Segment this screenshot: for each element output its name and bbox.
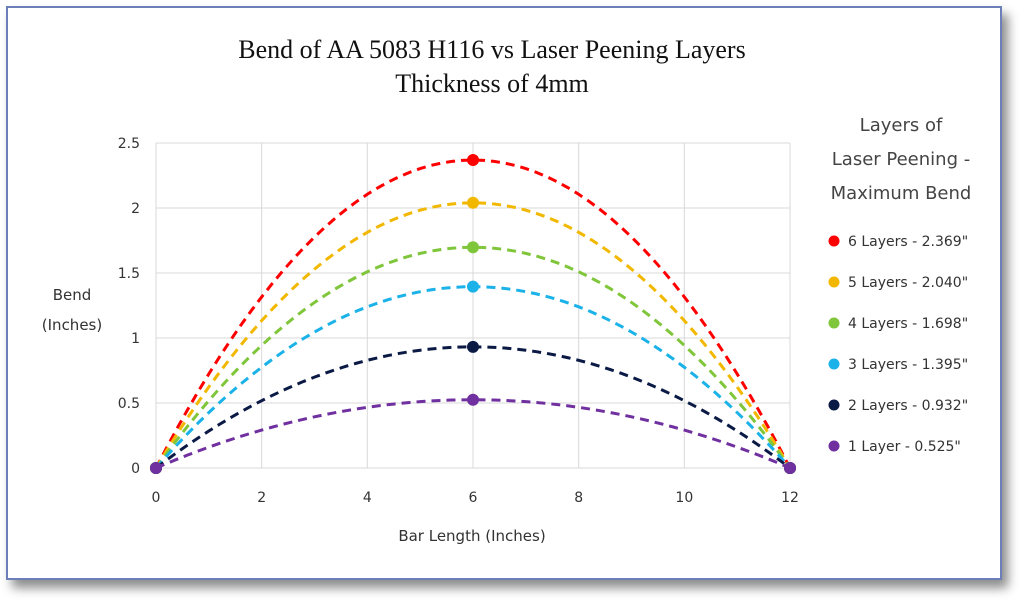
legend-entry-label: 4 Layers - 1.698" (848, 316, 968, 332)
legend: Layers of Laser Peening - Maximum Bend 6 La… (828, 115, 972, 455)
y-axis-label: Bend (Inches) (42, 286, 102, 334)
x-tick-label: 12 (781, 490, 799, 506)
legend-title-line: Layers of (860, 115, 943, 136)
chart-frame (6, 6, 1002, 580)
legend-entry-label: 1 Layer - 0.525" (848, 439, 961, 455)
y-axis-label-line: Bend (53, 286, 92, 304)
data-point (467, 340, 479, 353)
series-line (154, 201, 792, 469)
legend-marker (828, 358, 840, 370)
x-tick-label: 6 (469, 490, 478, 506)
series-points (150, 154, 796, 474)
data-point (150, 462, 162, 474)
data-point (467, 241, 479, 254)
y-tick-label: 0 (131, 461, 140, 477)
legend-marker (828, 399, 840, 411)
legend-marker (828, 440, 840, 452)
legend-entry-label: 2 Layers - 0.932" (848, 398, 968, 414)
grid (155, 142, 791, 469)
y-tick-label: 1 (131, 331, 140, 347)
x-tick-label: 0 (152, 490, 161, 506)
legend-marker (828, 235, 840, 247)
legend-entry-label: 6 Layers - 2.369" (848, 234, 968, 250)
y-tick-label: 2 (131, 201, 140, 217)
series-line (155, 398, 791, 470)
legend-marker (828, 276, 840, 288)
chart-title-line: Bend of AA 5083 H116 vs Laser Peening La… (238, 35, 745, 64)
data-point (467, 154, 479, 167)
data-point (467, 393, 479, 406)
data-point (467, 196, 479, 209)
data-point (784, 462, 796, 474)
x-tick-label: 2 (257, 490, 266, 506)
y-tick-label: 1.5 (118, 266, 140, 282)
legend-marker (828, 317, 840, 329)
x-tick-labels: 0 2 4 6 8 10 12 (152, 490, 799, 506)
x-tick-label: 8 (574, 490, 583, 506)
chart-title: Bend of AA 5083 H116 vs Laser Peening La… (238, 35, 745, 98)
y-tick-labels: 0 0.5 1 1.5 2 2.5 (118, 136, 140, 477)
series-line (154, 158, 792, 469)
legend-entry-label: 3 Layers - 1.395" (848, 357, 968, 373)
y-tick-label: 0.5 (118, 396, 140, 412)
legend-title-line: Laser Peening - (832, 149, 970, 170)
legend-entry-label: 5 Layers - 2.040" (848, 275, 968, 291)
y-tick-label: 2.5 (118, 136, 140, 152)
x-tick-label: 10 (675, 490, 693, 506)
y-axis-label-line: (Inches) (42, 316, 102, 334)
data-point (467, 280, 479, 293)
chart-title-line: Thickness of 4mm (395, 69, 589, 98)
x-tick-label: 4 (363, 490, 372, 506)
legend-title-line: Maximum Bend (831, 183, 972, 204)
x-axis-label: Bar Length (Inches) (398, 527, 545, 545)
